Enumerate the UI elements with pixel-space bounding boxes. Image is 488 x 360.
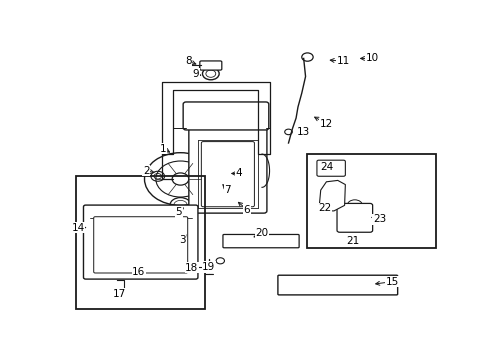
FancyBboxPatch shape	[201, 141, 254, 207]
Circle shape	[249, 240, 253, 243]
Circle shape	[284, 284, 287, 287]
FancyBboxPatch shape	[277, 275, 397, 295]
Text: 7: 7	[224, 185, 231, 195]
Text: 5: 5	[175, 207, 182, 217]
Circle shape	[324, 284, 327, 287]
Circle shape	[270, 240, 274, 243]
Text: 24: 24	[319, 162, 332, 172]
Text: 8: 8	[184, 56, 191, 66]
Circle shape	[364, 284, 368, 287]
Circle shape	[292, 240, 296, 243]
Circle shape	[378, 284, 382, 287]
FancyBboxPatch shape	[94, 217, 187, 273]
Text: 4: 4	[235, 168, 242, 179]
FancyBboxPatch shape	[188, 128, 266, 213]
Text: 20: 20	[255, 228, 268, 238]
Bar	[307, 154, 435, 248]
Text: 22: 22	[317, 203, 330, 213]
Circle shape	[227, 240, 231, 243]
Text: 12: 12	[319, 118, 332, 129]
Text: 3: 3	[179, 235, 185, 245]
Text: 16: 16	[132, 267, 145, 277]
Text: 2: 2	[143, 166, 149, 176]
Text: 21: 21	[346, 237, 359, 246]
Text: 19: 19	[202, 262, 215, 272]
FancyBboxPatch shape	[223, 234, 299, 248]
Polygon shape	[318, 180, 345, 211]
Circle shape	[391, 284, 395, 287]
Text: 9: 9	[192, 69, 199, 79]
Text: 13: 13	[296, 127, 310, 137]
FancyBboxPatch shape	[336, 203, 372, 232]
Text: 11: 11	[336, 56, 349, 66]
Circle shape	[351, 284, 354, 287]
Text: 17: 17	[113, 289, 126, 299]
Circle shape	[297, 284, 301, 287]
Text: 10: 10	[365, 53, 378, 63]
Bar	[76, 176, 205, 309]
FancyBboxPatch shape	[183, 102, 268, 130]
FancyBboxPatch shape	[83, 205, 198, 279]
Text: 1: 1	[160, 144, 166, 153]
Circle shape	[238, 240, 242, 243]
Text: 6: 6	[243, 204, 250, 215]
Circle shape	[281, 240, 285, 243]
Circle shape	[260, 240, 264, 243]
Text: 23: 23	[372, 214, 386, 224]
Circle shape	[310, 284, 314, 287]
FancyBboxPatch shape	[316, 160, 345, 176]
Circle shape	[337, 284, 341, 287]
Text: 15: 15	[386, 276, 399, 287]
FancyBboxPatch shape	[200, 61, 222, 70]
Text: 14: 14	[71, 222, 84, 233]
Text: 18: 18	[185, 263, 198, 273]
